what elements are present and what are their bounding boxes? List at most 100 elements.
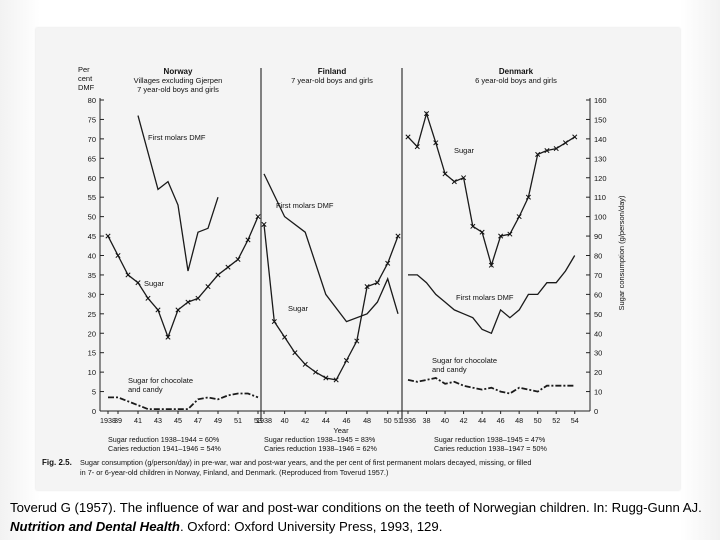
panel-subtitle: 6 year-old boys and girls (475, 76, 557, 85)
series-point-marker (135, 280, 141, 286)
x-axis-tick-label: 53 (254, 416, 262, 425)
citation-part2: . Oxford: Oxford University Press, 1993,… (179, 519, 443, 534)
left-axis-unit-label: Per (78, 65, 90, 74)
series-point-marker (414, 144, 420, 150)
panel-subtitle: Villages excluding Gjerpen (134, 76, 223, 85)
series-label: Sugar (288, 304, 309, 313)
series-point-marker (343, 357, 350, 364)
series-point-marker (195, 295, 201, 301)
series-point-marker (105, 233, 111, 239)
series-point-marker (255, 214, 261, 220)
series-point-marker (423, 111, 430, 117)
text-layer: 05101520253035404550556065707580PercentD… (42, 65, 626, 477)
x-axis-tick-label: 54 (571, 416, 579, 425)
right-axis-tick-label: 30 (594, 349, 602, 358)
x-axis-tick-label: 44 (478, 416, 486, 425)
series-point-marker (479, 229, 485, 235)
series-point-marker (516, 214, 522, 220)
series-point-marker (498, 233, 504, 239)
reduction-note: Caries reduction 1941–1946 = 54% (108, 444, 221, 453)
series-label: and candy (128, 385, 163, 394)
x-axis-tick-label: 40 (281, 416, 289, 425)
citation-part1: Toverud G (1957). The influence of war a… (10, 500, 702, 515)
series-line (108, 392, 259, 411)
x-axis-tick-label: 49 (214, 416, 222, 425)
series-point-marker (155, 307, 161, 313)
right-axis-tick-label: 40 (594, 329, 602, 338)
series-point-marker (333, 377, 339, 383)
series-label: and candy (432, 365, 467, 374)
right-axis-tick-label: 90 (594, 232, 602, 241)
x-axis-tick-label: 1936 (400, 416, 416, 425)
x-axis-tick-label: 42 (301, 416, 309, 425)
x-axis-tick-label: 47 (194, 416, 202, 425)
series-point-marker (115, 252, 121, 259)
series-label: Sugar (144, 279, 165, 288)
series-point-marker (572, 134, 578, 140)
caption-line: Sugar consumption (g/person/day) in pre-… (80, 458, 531, 467)
series-point-marker (488, 262, 494, 268)
series-point-marker (125, 272, 131, 278)
series-point-marker (175, 307, 181, 313)
x-axis-tick-label: 38 (423, 416, 431, 425)
series-point-marker (215, 272, 221, 278)
left-axis-tick-label: 5 (92, 388, 96, 397)
right-axis-tick-label: 80 (594, 252, 602, 261)
series-point-marker (312, 369, 319, 375)
series-point-marker (433, 140, 439, 146)
series-point-marker (292, 350, 298, 356)
series-label: First molars DMF (276, 201, 334, 210)
x-axis-tick-label: 46 (497, 416, 505, 425)
left-axis-tick-label: 60 (88, 174, 96, 183)
series-line (408, 255, 576, 335)
left-axis-tick-label: 45 (88, 232, 96, 241)
right-axis-tick-label: 120 (594, 174, 607, 183)
left-axis-tick-label: 20 (88, 329, 96, 338)
right-axis-tick-label: 100 (594, 213, 607, 222)
series-line (407, 377, 575, 395)
series-point-marker (507, 231, 513, 237)
series-line (263, 224, 399, 381)
series-point-marker (385, 260, 391, 266)
series-point-marker (245, 237, 251, 243)
series-point-marker (364, 284, 370, 290)
x-axis-tick-label: 40 (441, 416, 449, 425)
series-point-marker (544, 147, 550, 154)
series-label: First molars DMF (148, 133, 206, 142)
series-point-marker (562, 140, 569, 146)
left-axis-unit-label: DMF (78, 83, 95, 92)
x-axis-tick-label: 51 (234, 416, 242, 425)
left-axis-tick-label: 40 (88, 252, 96, 261)
series-point-marker (225, 264, 231, 270)
series-point-marker (205, 284, 211, 290)
right-axis-tick-label: 60 (594, 290, 602, 299)
series-point-marker (261, 221, 267, 227)
series-point-marker (165, 334, 171, 340)
caption-label: Fig. 2.5. (42, 458, 72, 467)
citation-text: Toverud G (1957). The influence of war a… (10, 498, 710, 536)
series-point-marker (235, 256, 241, 262)
series-point-marker (323, 375, 329, 381)
x-axis-tick-label: 44 (322, 416, 330, 425)
series-point-marker (185, 299, 191, 305)
x-axis-tick-label: 45 (174, 416, 182, 425)
right-axis-tick-label: 10 (594, 388, 602, 397)
series-label: First molars DMF (456, 293, 514, 302)
left-axis-tick-label: 55 (88, 193, 96, 202)
series-point-marker (145, 295, 151, 301)
x-axis-tick-label: 46 (342, 416, 350, 425)
x-axis-title: Year (333, 426, 349, 435)
left-axis-tick-label: 65 (88, 154, 96, 163)
x-axis-tick-label: 1938 (100, 416, 116, 425)
panel-subtitle: 7 year-old boys and girls (137, 85, 219, 94)
series-line (407, 111, 576, 268)
reduction-note: Caries reduction 1938–1947 = 50% (434, 444, 547, 453)
panel-title: Denmark (499, 67, 534, 76)
figure-panel: 0 5 10 15 20 25 30 35 40 45 50 55 60 65 70 75 80 Per cent D… (36, 28, 680, 490)
x-axis-tick-label: 41 (134, 416, 142, 425)
series-point-marker (354, 338, 360, 344)
left-axis-tick-label: 15 (88, 349, 96, 358)
series-point-marker (395, 233, 401, 239)
series-point-marker (525, 194, 531, 200)
x-axis-tick-label: 51 (394, 416, 402, 425)
